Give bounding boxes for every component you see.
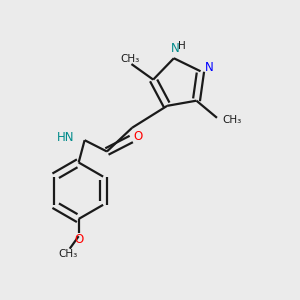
Text: O: O: [133, 130, 142, 142]
Text: O: O: [74, 233, 83, 246]
Text: CH₃: CH₃: [58, 249, 78, 259]
Text: CH₃: CH₃: [222, 115, 242, 125]
Text: HN: HN: [57, 131, 74, 144]
Text: CH₃: CH₃: [120, 54, 140, 64]
Text: H: H: [178, 41, 186, 51]
Text: N: N: [171, 42, 180, 55]
Text: N: N: [205, 61, 214, 74]
